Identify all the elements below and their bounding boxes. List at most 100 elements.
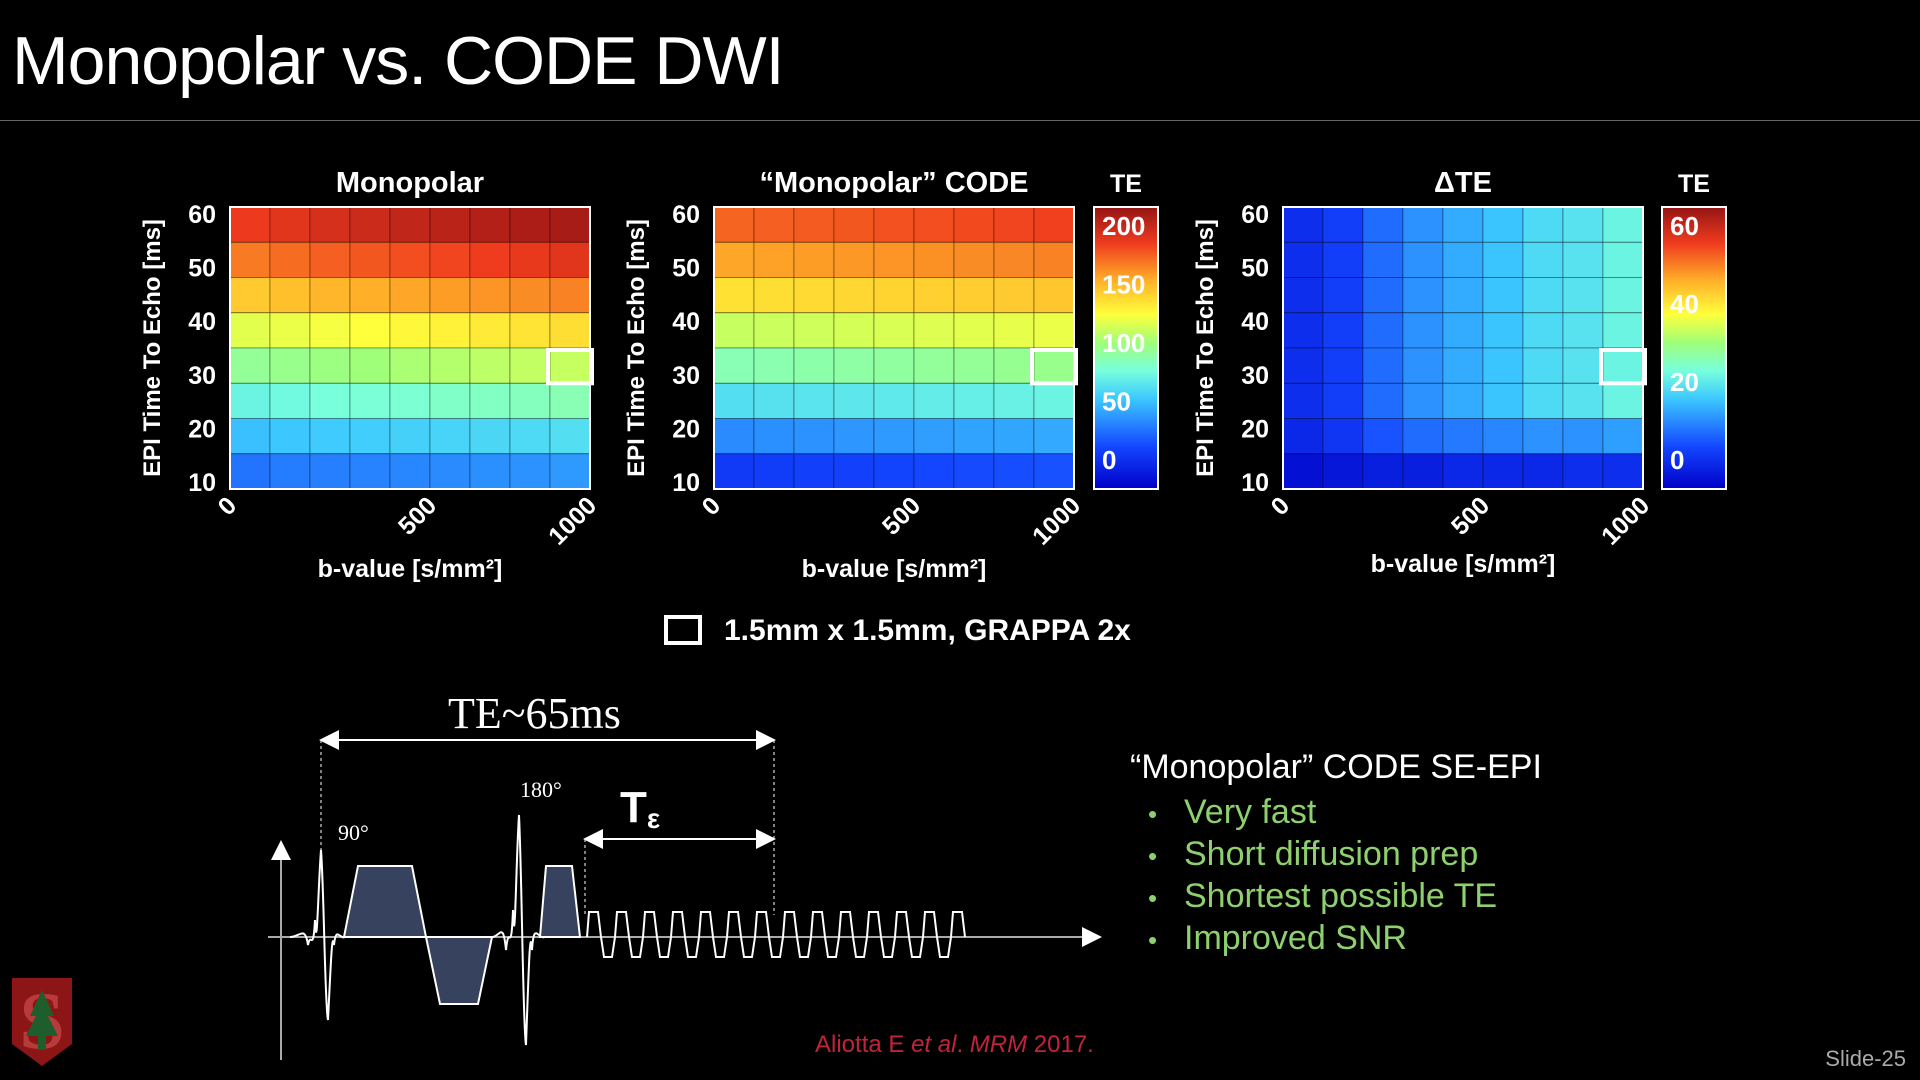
t-eps-subscript: ε	[647, 803, 660, 834]
heatmap-cell	[1033, 312, 1075, 349]
heatmap-cell	[1482, 453, 1524, 490]
heatmap-cell	[549, 418, 591, 455]
heatmap-cell	[1322, 312, 1364, 349]
heatmap-cell	[1562, 312, 1604, 349]
heatmap-cell	[389, 277, 431, 314]
bullet-text: Improved SNR	[1184, 919, 1407, 957]
slide-number: Slide-25	[1825, 1046, 1906, 1071]
citation-authors: Aliotta E	[815, 1031, 905, 1058]
heatmap-cell	[389, 312, 431, 349]
rf-180-pulse	[491, 814, 546, 1046]
heatmap-cell	[1482, 418, 1524, 455]
y-tick-label: 10	[1241, 469, 1269, 497]
heatmap-cell	[833, 453, 875, 490]
heatmap-cell	[1322, 453, 1364, 490]
heatmap-cell	[793, 347, 835, 384]
heatmap-cell	[1442, 206, 1484, 243]
heatmap-cell	[1442, 277, 1484, 314]
y-tick-label: 60	[188, 201, 216, 229]
heatmap-cell	[469, 347, 511, 384]
heatmap-cell	[549, 453, 591, 490]
heatmap-cell	[913, 241, 955, 279]
bullet-text: Shortest possible TE	[1184, 877, 1498, 915]
heatmap-cell	[469, 382, 511, 420]
heatmap-cell	[229, 382, 271, 420]
colorbar-tick-label: 200	[1102, 211, 1145, 241]
heatmap-cell	[793, 241, 835, 279]
heatmap-cell	[389, 347, 431, 384]
y-tick-label: 30	[672, 362, 700, 390]
heatmap-cell	[229, 418, 271, 455]
heatmap-cell	[913, 453, 955, 490]
heatmap-cell	[1282, 241, 1324, 279]
x-axis-label: b-value [s/mm²]	[1371, 550, 1556, 578]
heatmap-cell	[1362, 453, 1404, 490]
heatmap-cell	[913, 347, 955, 384]
bullet-icon: •	[1148, 925, 1158, 955]
heatmap-cell	[349, 382, 391, 420]
heatmap-cell	[1482, 206, 1524, 243]
heatmap-cell	[1522, 347, 1564, 384]
colorbar-tick-label: 60	[1670, 211, 1699, 241]
list-item: • Short diffusion prep	[1130, 833, 1542, 875]
heatmap-cell	[833, 347, 875, 384]
heatmap-cell	[1562, 453, 1604, 490]
heatmap-cell	[509, 418, 551, 455]
heatmap-cell	[873, 382, 915, 420]
y-axis-label: EPI Time To Echo [ms]	[623, 219, 650, 477]
heatmap-cell	[1322, 241, 1364, 279]
heatmap-cell	[1602, 312, 1644, 349]
heatmap-cell	[953, 418, 995, 455]
heatmap-cell	[429, 347, 471, 384]
x-axis-label: b-value [s/mm²]	[318, 555, 503, 583]
list-item: • Improved SNR	[1130, 917, 1542, 959]
citation-etal: et al	[911, 1031, 957, 1058]
pulse-90-label: 90°	[338, 820, 369, 845]
heatmap-cell	[309, 347, 351, 384]
heatmap-cell	[873, 453, 915, 490]
heatmap-cell	[1402, 241, 1444, 279]
heatmap-cell	[349, 277, 391, 314]
heatmap-cell	[269, 382, 311, 420]
heatmap-cell	[793, 382, 835, 420]
heatmap-cell	[793, 206, 835, 243]
heatmap-cell	[349, 347, 391, 384]
colorbar	[1093, 206, 1159, 490]
heatmap-cell	[833, 418, 875, 455]
x-tick-label: 1000	[1596, 491, 1655, 550]
highlight-box	[1599, 348, 1647, 386]
heatmap-cell	[1033, 241, 1075, 279]
y-tick-label: 40	[188, 308, 216, 336]
t-eps-label: T	[620, 783, 647, 832]
heatmap-cell	[953, 453, 995, 490]
heatmap-cell	[1033, 277, 1075, 314]
heatmap-cell	[1442, 241, 1484, 279]
heatmap-cell	[953, 277, 995, 314]
heatmap-cell	[1282, 277, 1324, 314]
heatmap-cell	[389, 453, 431, 490]
rf-90-pulse	[289, 849, 346, 1021]
heatmap-cell	[1033, 206, 1075, 243]
heatmap-cell	[309, 277, 351, 314]
heatmap-cell	[429, 453, 471, 490]
colorbar-tick-label: 40	[1670, 289, 1699, 319]
heatmap-cell	[1562, 347, 1604, 384]
heatmap-cell	[913, 382, 955, 420]
colorbar-tick-label: 50	[1102, 387, 1131, 417]
stanford-logo-icon: S	[12, 975, 72, 1066]
heatmap-cell	[993, 453, 1035, 490]
bullet-icon: •	[1148, 841, 1158, 871]
heatmap-cell	[549, 312, 591, 349]
heatmap-cell	[229, 206, 271, 243]
heatmap-cell	[469, 277, 511, 314]
heatmap-cell	[349, 312, 391, 349]
heatmap-cell	[1362, 277, 1404, 314]
heatmap-cell	[389, 418, 431, 455]
y-axis-label: EPI Time To Echo [ms]	[139, 219, 166, 477]
heatmap-cell	[1482, 312, 1524, 349]
citation: Aliotta E et al. MRM 2017.	[815, 1031, 1094, 1059]
heatmap-cell	[349, 453, 391, 490]
heatmap-cell	[833, 277, 875, 314]
citation-separator: .	[956, 1031, 970, 1058]
heatmap-cell	[1402, 453, 1444, 490]
